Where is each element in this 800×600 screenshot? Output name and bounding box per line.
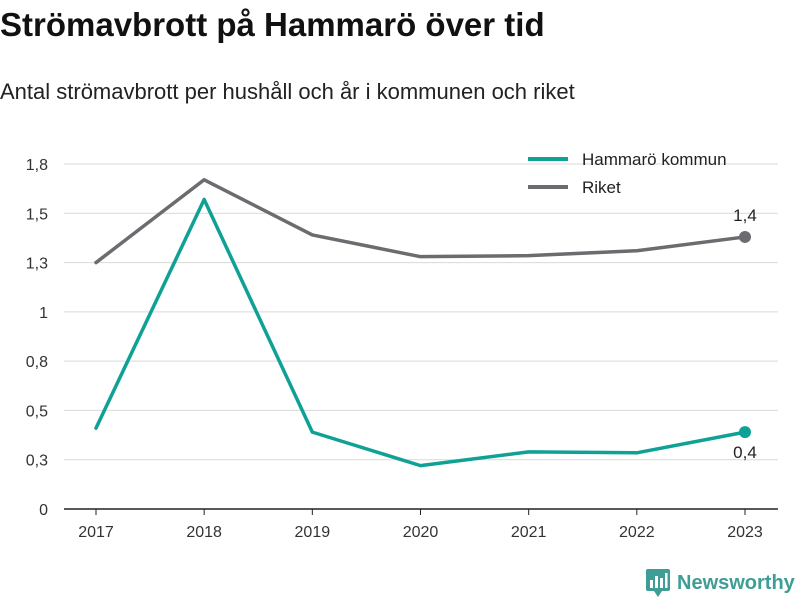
series-line-riket (94, 178, 747, 265)
legend-label: Riket (582, 178, 621, 197)
y-tick-label: 0,3 (26, 453, 48, 470)
chart-subtitle: Antal strömavbrott per hushåll och år i … (0, 79, 575, 104)
series-end-point-riket (739, 230, 751, 243)
newsworthy-logo-icon (646, 569, 670, 597)
y-tick-label: 0,8 (26, 354, 48, 371)
y-tick-label: 1 (39, 305, 48, 322)
brand-name: Newsworthy (677, 571, 795, 594)
data-label-hammar-kommun: 0,4 (733, 443, 757, 462)
chart-title: Strömavbrott på Hammarö över tid (0, 6, 545, 43)
x-tick-label: 2017 (78, 524, 114, 541)
x-tick-label: 2021 (511, 524, 547, 541)
series-end-point-hammar-kommun (739, 426, 751, 439)
y-tick-label: 0,5 (26, 403, 48, 420)
x-tick-label: 2023 (727, 524, 763, 541)
y-tick-label: 1,5 (26, 206, 48, 223)
x-tick-label: 2019 (295, 524, 331, 541)
series-line-hammar-kommun (94, 197, 747, 468)
x-tick-label: 2020 (403, 524, 439, 541)
x-tick-label: 2018 (186, 524, 222, 541)
y-tick-label: 1,8 (26, 157, 48, 174)
data-label-riket: 1,4 (733, 206, 757, 225)
x-tick-label: 2022 (619, 524, 655, 541)
brand-logo: Newsworthy (645, 568, 795, 598)
y-tick-label: 0 (39, 502, 48, 519)
legend-label: Hammarö kommun (582, 150, 727, 169)
y-tick-label: 1,3 (26, 256, 48, 273)
